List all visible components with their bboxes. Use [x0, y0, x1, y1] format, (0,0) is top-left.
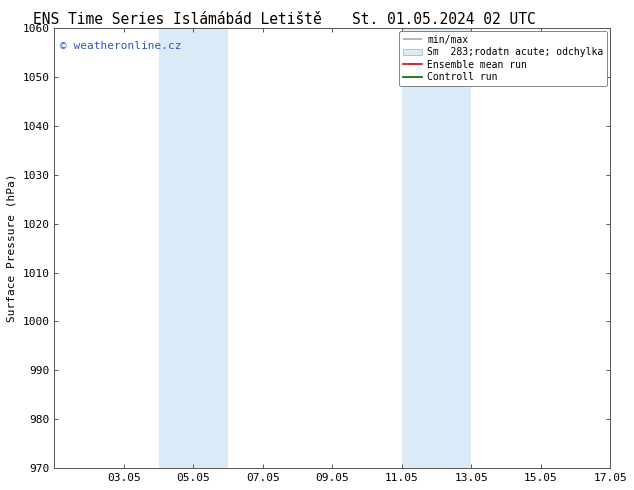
Text: St. 01.05.2024 02 UTC: St. 01.05.2024 02 UTC	[352, 12, 536, 27]
Text: © weatheronline.cz: © weatheronline.cz	[60, 41, 181, 51]
Bar	[402, 28, 471, 468]
Text: ENS Time Series Islámábád Letiště: ENS Time Series Islámábád Letiště	[33, 12, 322, 27]
Legend: min/max, Sm  283;rodatn acute; odchylka, Ensemble mean run, Controll run: min/max, Sm 283;rodatn acute; odchylka, …	[399, 31, 607, 86]
Bar	[158, 28, 228, 468]
Y-axis label: Surface Pressure (hPa): Surface Pressure (hPa)	[7, 174, 17, 322]
